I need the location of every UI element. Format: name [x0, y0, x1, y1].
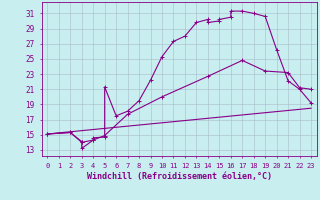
- X-axis label: Windchill (Refroidissement éolien,°C): Windchill (Refroidissement éolien,°C): [87, 172, 272, 181]
